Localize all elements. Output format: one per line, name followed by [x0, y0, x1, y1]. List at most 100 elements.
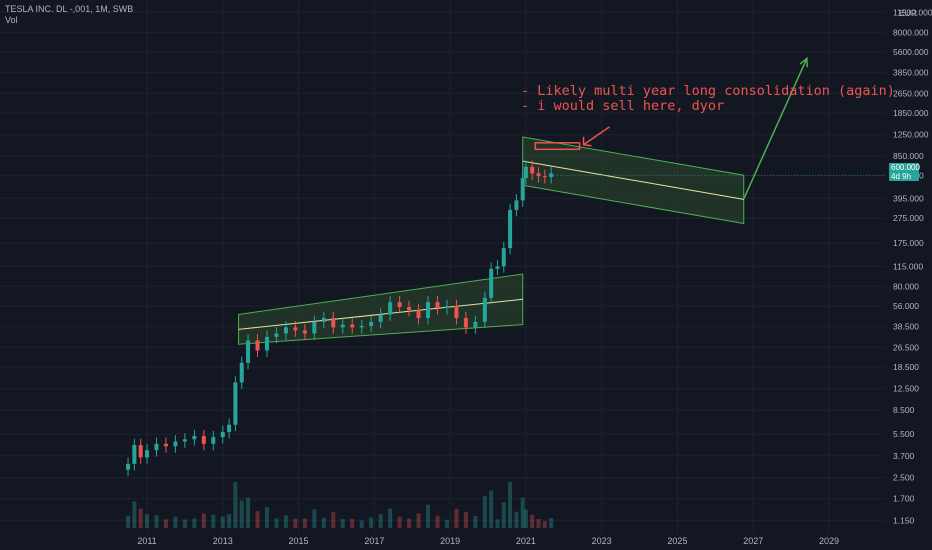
volume-bar	[233, 482, 238, 528]
candle-body	[514, 200, 519, 210]
price-tick-label: 850.000	[893, 151, 924, 161]
channel-midline-2	[522, 160, 744, 200]
time-tick-label: 2029	[819, 536, 839, 546]
price-tick-label: 8000.000	[893, 27, 929, 37]
callout-arrow-line	[583, 126, 610, 146]
candle-body	[542, 176, 547, 178]
volume-bar	[378, 513, 383, 528]
volume-bar	[350, 518, 355, 528]
volume-bar	[173, 516, 178, 528]
candle-body	[463, 318, 468, 328]
price-tick-label: 5.500	[893, 429, 915, 439]
volume-bar	[211, 514, 216, 528]
volume-bar	[530, 514, 535, 528]
volume-bar	[293, 518, 298, 528]
candle-body	[132, 445, 137, 464]
candle-body	[239, 362, 244, 383]
price-tick-label: 56.000	[893, 301, 919, 311]
drawing-overlays[interactable]	[534, 56, 885, 200]
candle-body	[246, 340, 251, 363]
volume-bar	[416, 513, 421, 528]
candle-body	[416, 310, 421, 319]
candle-body	[530, 166, 535, 174]
volume-bar	[283, 515, 288, 528]
volume-bar	[192, 518, 197, 528]
volume-bar	[369, 517, 374, 528]
volume-bar	[246, 497, 251, 528]
time-tick-label: 2017	[364, 536, 384, 546]
annotation-line-2: - i would sell here, dyor	[521, 98, 725, 114]
callout-arrow-head	[582, 136, 592, 147]
candle-body	[138, 445, 143, 458]
volume-bar	[359, 520, 364, 528]
volume-bar	[536, 519, 541, 528]
volume-bar	[274, 518, 279, 528]
price-tick-label: 395.000	[893, 193, 924, 203]
price-tick-label: 3.700	[893, 451, 915, 461]
volume-bar	[388, 508, 393, 528]
time-tick-label: 2027	[743, 536, 763, 546]
trend-channels[interactable]	[238, 136, 745, 345]
projection-arrow-head	[799, 56, 808, 68]
volume-bar	[264, 507, 269, 528]
candle-body	[220, 432, 225, 438]
time-axis[interactable]: 2011 2013 2015 2017 2019 2021 2023 2025 2027 2029	[137, 536, 839, 546]
volume-bar	[201, 513, 206, 528]
candle-body	[211, 437, 216, 444]
candle-body	[359, 325, 364, 328]
volume-bar	[397, 516, 402, 528]
volume-bar	[514, 511, 519, 528]
volume-bar	[321, 517, 326, 528]
candle-body	[495, 266, 500, 269]
candle-body	[331, 318, 336, 328]
candle-body	[435, 302, 440, 309]
price-tick-label: 18.500	[893, 362, 919, 372]
volume-bar	[182, 519, 187, 528]
volume-bar	[454, 508, 459, 528]
volume-bar	[340, 518, 345, 528]
volume-bar	[482, 495, 487, 528]
candle-body	[536, 173, 541, 177]
candle-body	[508, 209, 513, 249]
symbol-title[interactable]: TESLA INC. DL -,001, 1M, SWB	[5, 4, 134, 14]
volume-bar	[520, 497, 525, 528]
time-tick-label: 2015	[289, 536, 309, 546]
price-tick-label: 3850.000	[893, 68, 929, 78]
price-tick-label: 2.500	[893, 472, 915, 482]
candle-body	[163, 443, 168, 447]
volume-histogram	[126, 482, 554, 528]
volume-legend[interactable]: Vol	[5, 15, 18, 25]
candle-body	[388, 302, 393, 315]
annotation-line-1: - Likely multi year long consolidation (…	[521, 83, 895, 99]
candle-body	[293, 327, 298, 331]
candle-body	[145, 450, 149, 458]
price-tick-label: 5600.000	[893, 47, 929, 57]
volume-bar	[407, 518, 412, 528]
price-tick-label: 8.500	[893, 405, 915, 415]
time-tick-label: 2023	[592, 536, 612, 546]
volume-bar	[444, 519, 449, 528]
volume-bar	[473, 515, 478, 528]
volume-bar	[302, 518, 307, 528]
candle-body	[444, 306, 449, 309]
text-annotation[interactable]: - Likely multi year long consolidation (…	[521, 84, 895, 114]
price-tick-label: 1.700	[893, 494, 915, 504]
price-tick-label: 12.500	[893, 384, 919, 394]
current-price-value: 600.000	[891, 163, 920, 172]
price-tick-label: 1.150	[893, 515, 915, 525]
volume-bar	[435, 515, 440, 528]
candle-body	[378, 314, 383, 322]
volume-bar	[154, 515, 159, 528]
candle-body	[321, 318, 326, 322]
volume-bar	[542, 520, 547, 528]
candle-body	[192, 436, 197, 440]
chart-legend: TESLA INC. DL -,001, 1M, SWB Vol	[5, 4, 133, 26]
volume-bar	[145, 514, 149, 528]
volume-bar	[255, 511, 260, 528]
price-tick-label: 1250.000	[893, 130, 929, 140]
time-tick-label: 2021	[516, 536, 536, 546]
price-tick-label: 1850.000	[893, 108, 929, 118]
time-tick-label: 2019	[440, 536, 460, 546]
